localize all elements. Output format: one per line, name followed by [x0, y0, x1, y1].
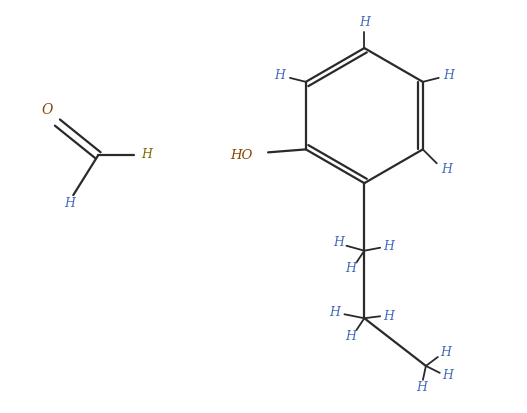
Text: H: H	[443, 69, 454, 82]
Text: HO: HO	[230, 149, 252, 162]
Text: H: H	[383, 240, 394, 253]
Text: H: H	[141, 148, 152, 161]
Text: H: H	[441, 163, 452, 176]
Text: H: H	[359, 16, 370, 29]
Text: H: H	[329, 306, 340, 319]
Text: H: H	[442, 369, 453, 382]
Text: H: H	[64, 197, 75, 209]
Text: H: H	[345, 330, 356, 343]
Text: H: H	[333, 236, 344, 249]
Text: H: H	[441, 346, 451, 358]
Text: H: H	[383, 310, 394, 323]
Text: H: H	[275, 69, 286, 82]
Text: H: H	[416, 381, 427, 394]
Text: H: H	[345, 262, 356, 275]
Text: O: O	[42, 103, 53, 116]
